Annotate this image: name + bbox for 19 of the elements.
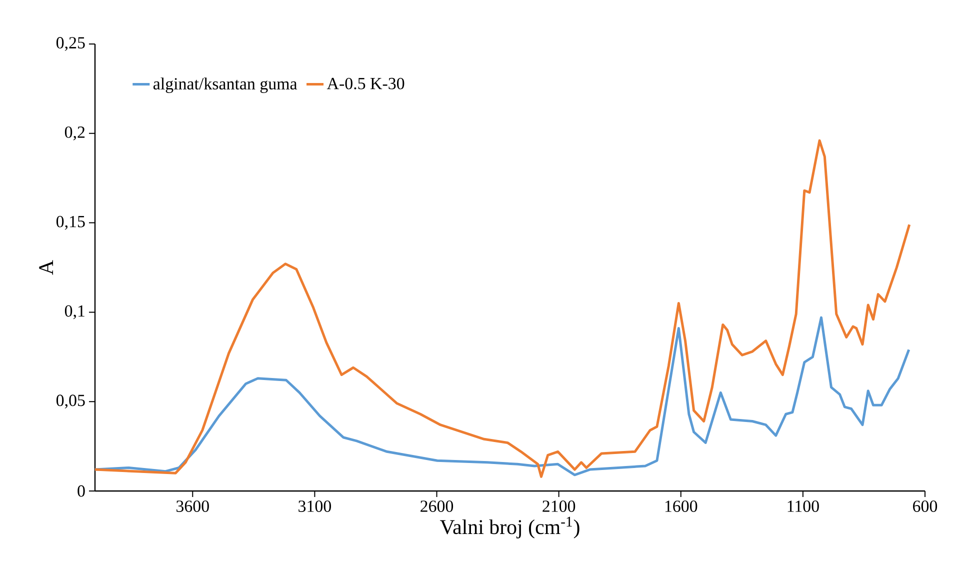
x-tick-label: 600 bbox=[913, 500, 938, 512]
x-tick-label: 1600 bbox=[665, 500, 698, 512]
y-axis-title: A bbox=[39, 260, 53, 275]
line-series bbox=[94, 316, 910, 476]
y-tick-label: 0,25 bbox=[56, 37, 85, 51]
x-tick-label: 2600 bbox=[420, 500, 454, 512]
y-tick-label: 0,1 bbox=[64, 305, 84, 320]
legend-label: A-0.5 K-30 bbox=[326, 78, 404, 90]
y-tick-label: 0 bbox=[78, 485, 85, 497]
x-tick-label: 3600 bbox=[176, 500, 209, 512]
x-tick-label: 2100 bbox=[542, 500, 576, 512]
legend-label: alginat/ksantan guma bbox=[153, 78, 298, 94]
y-tick-label: 0,05 bbox=[56, 394, 85, 409]
x-axis-title: Valni broj (cm$^{-1}$) bbox=[440, 516, 580, 538]
y-tick-label: 0,15 bbox=[56, 216, 85, 230]
x-tick-label: 3100 bbox=[298, 500, 331, 512]
y-tick-label: 0,2 bbox=[64, 126, 85, 140]
line-series bbox=[94, 139, 911, 478]
x-tick-label: 1100 bbox=[788, 500, 819, 512]
